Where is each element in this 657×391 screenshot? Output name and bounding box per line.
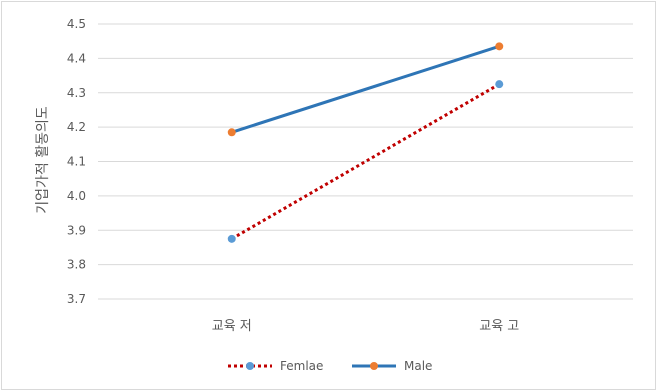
legend-label: Femlae — [280, 359, 323, 373]
data-point — [227, 128, 236, 137]
y-tick-label: 4.1 — [67, 155, 86, 169]
series-lines — [230, 44, 501, 241]
y-tick-label: 3.7 — [67, 292, 86, 306]
y-tick-labels: 3.7 3.8 3.9 4.0 4.1 4.2 4.3 4.4 4.5 — [67, 17, 86, 306]
x-category-label: 교육 고 — [479, 319, 519, 334]
y-tick-label: 4.4 — [67, 51, 86, 65]
x-category-labels: 교육 저 교육 고 — [212, 319, 520, 334]
series-line — [230, 44, 501, 134]
y-tick-label: 4.2 — [67, 120, 86, 134]
legend: Femlae Male — [228, 359, 432, 373]
y-tick-label: 4.0 — [67, 189, 86, 203]
y-axis-label: 기업가적 활동의도 — [35, 106, 51, 214]
gridlines — [98, 23, 633, 300]
y-tick-label: 3.8 — [67, 258, 86, 272]
series-markers — [227, 42, 504, 243]
legend-marker — [246, 362, 254, 370]
x-category-label: 교육 저 — [212, 319, 252, 334]
data-point — [227, 234, 236, 243]
y-tick-label: 4.5 — [67, 17, 86, 31]
y-tick-label: 4.3 — [67, 86, 86, 100]
legend-label: Male — [404, 359, 432, 373]
y-tick-label: 3.9 — [67, 223, 86, 237]
data-point — [495, 80, 504, 89]
data-point — [495, 42, 504, 51]
legend-marker — [370, 362, 378, 370]
